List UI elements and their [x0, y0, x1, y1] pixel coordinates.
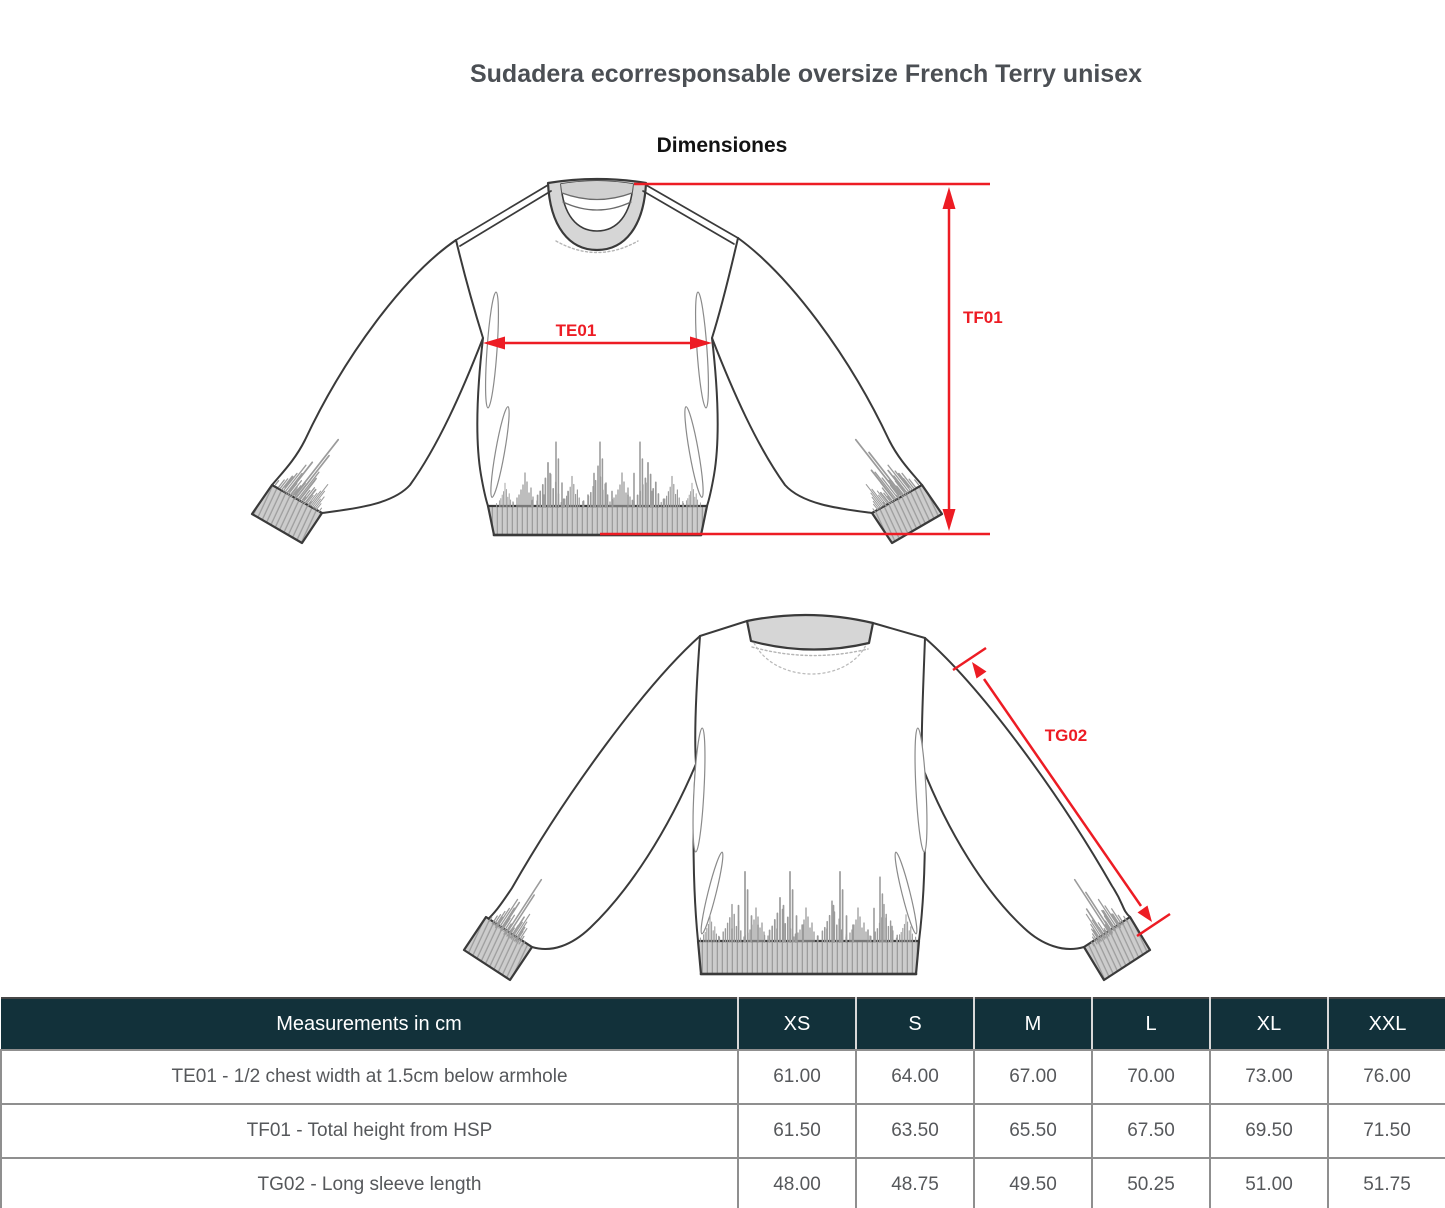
- measurement-value: 63.50: [855, 1103, 975, 1159]
- tf01-dimension-label: TF01: [963, 308, 1003, 327]
- measurement-value: 73.00: [1209, 1049, 1329, 1105]
- measurement-value: 48.75: [855, 1157, 975, 1208]
- tg02-dimension-annotation: TG02: [952, 646, 1171, 938]
- size-header-s: S: [856, 997, 975, 1051]
- measurement-value: 76.00: [1327, 1049, 1445, 1105]
- measurement-value: 64.00: [855, 1049, 975, 1105]
- measurement-label: TF01 - Total height from HSP: [0, 1103, 739, 1159]
- tg02-dimension-line: [982, 678, 1143, 907]
- table-row-tf01: TF01 - Total height from HSP 61.50 63.50…: [0, 1103, 1445, 1159]
- size-header-l: L: [1092, 997, 1211, 1051]
- back-body: [692, 635, 926, 976]
- measurement-value: 67.00: [973, 1049, 1093, 1105]
- size-header-xs: XS: [738, 997, 857, 1051]
- front-collar: [546, 177, 648, 254]
- front-seam-details: [484, 291, 710, 498]
- front-dimension-annotations: TF01 TE01: [483, 182, 1003, 536]
- measurement-value: 50.25: [1091, 1157, 1211, 1208]
- tg02-end-tick: [1136, 912, 1171, 938]
- measurement-value: 51.00: [1209, 1157, 1329, 1208]
- measurement-value: 51.75: [1327, 1157, 1445, 1208]
- measurement-value: 71.50: [1327, 1103, 1445, 1159]
- front-right-sleeve: [711, 237, 944, 545]
- dimensions-heading: Dimensiones: [656, 134, 788, 157]
- fringe-texture-front: [274, 430, 920, 513]
- measurement-value: 61.50: [737, 1103, 857, 1159]
- measurement-value: 67.50: [1091, 1103, 1211, 1159]
- table-header-row: Measurements in cm XS S M L XL XXL: [1, 997, 1445, 1051]
- table-row-tg02: TG02 - Long sleeve length 48.00 48.75 49…: [0, 1157, 1445, 1208]
- back-shoulder-seams: [699, 620, 926, 639]
- measurement-label: TE01 - 1/2 chest width at 1.5cm below ar…: [0, 1049, 739, 1105]
- tg02-start-tick: [952, 646, 987, 672]
- page-title: Sudadera ecorresponsable oversize French…: [469, 60, 1143, 88]
- front-left-sleeve: [250, 239, 484, 545]
- back-hem-band: [696, 939, 921, 976]
- measurement-value: 49.50: [973, 1157, 1093, 1208]
- sweatshirt-front-drawing: [250, 177, 944, 545]
- measurement-value: 65.50: [973, 1103, 1093, 1159]
- table-row-te01: TE01 - 1/2 chest width at 1.5cm below ar…: [0, 1049, 1445, 1105]
- front-hem-band: [486, 504, 709, 537]
- back-collar: [745, 613, 875, 675]
- front-body: [455, 237, 739, 537]
- measurements-header-cell: Measurements in cm: [1, 997, 739, 1051]
- measurement-value: 69.50: [1209, 1103, 1329, 1159]
- measurement-label: TG02 - Long sleeve length: [0, 1157, 739, 1208]
- back-seam-details: [692, 727, 928, 935]
- front-shoulder-seams: [455, 184, 739, 247]
- size-header-m: M: [974, 997, 1093, 1051]
- measurements-table: Measurements in cm XS S M L XL XXL TE01 …: [0, 997, 1445, 1208]
- size-header-xl: XL: [1210, 997, 1329, 1051]
- sweatshirt-back-drawing: [462, 613, 1152, 982]
- tg02-dimension-label: TG02: [1045, 726, 1088, 745]
- measurement-value: 70.00: [1091, 1049, 1211, 1105]
- measurement-value: 48.00: [737, 1157, 857, 1208]
- measurement-value: 61.00: [737, 1049, 857, 1105]
- te01-dimension-label: TE01: [556, 321, 597, 340]
- size-header-xxl: XXL: [1328, 997, 1445, 1051]
